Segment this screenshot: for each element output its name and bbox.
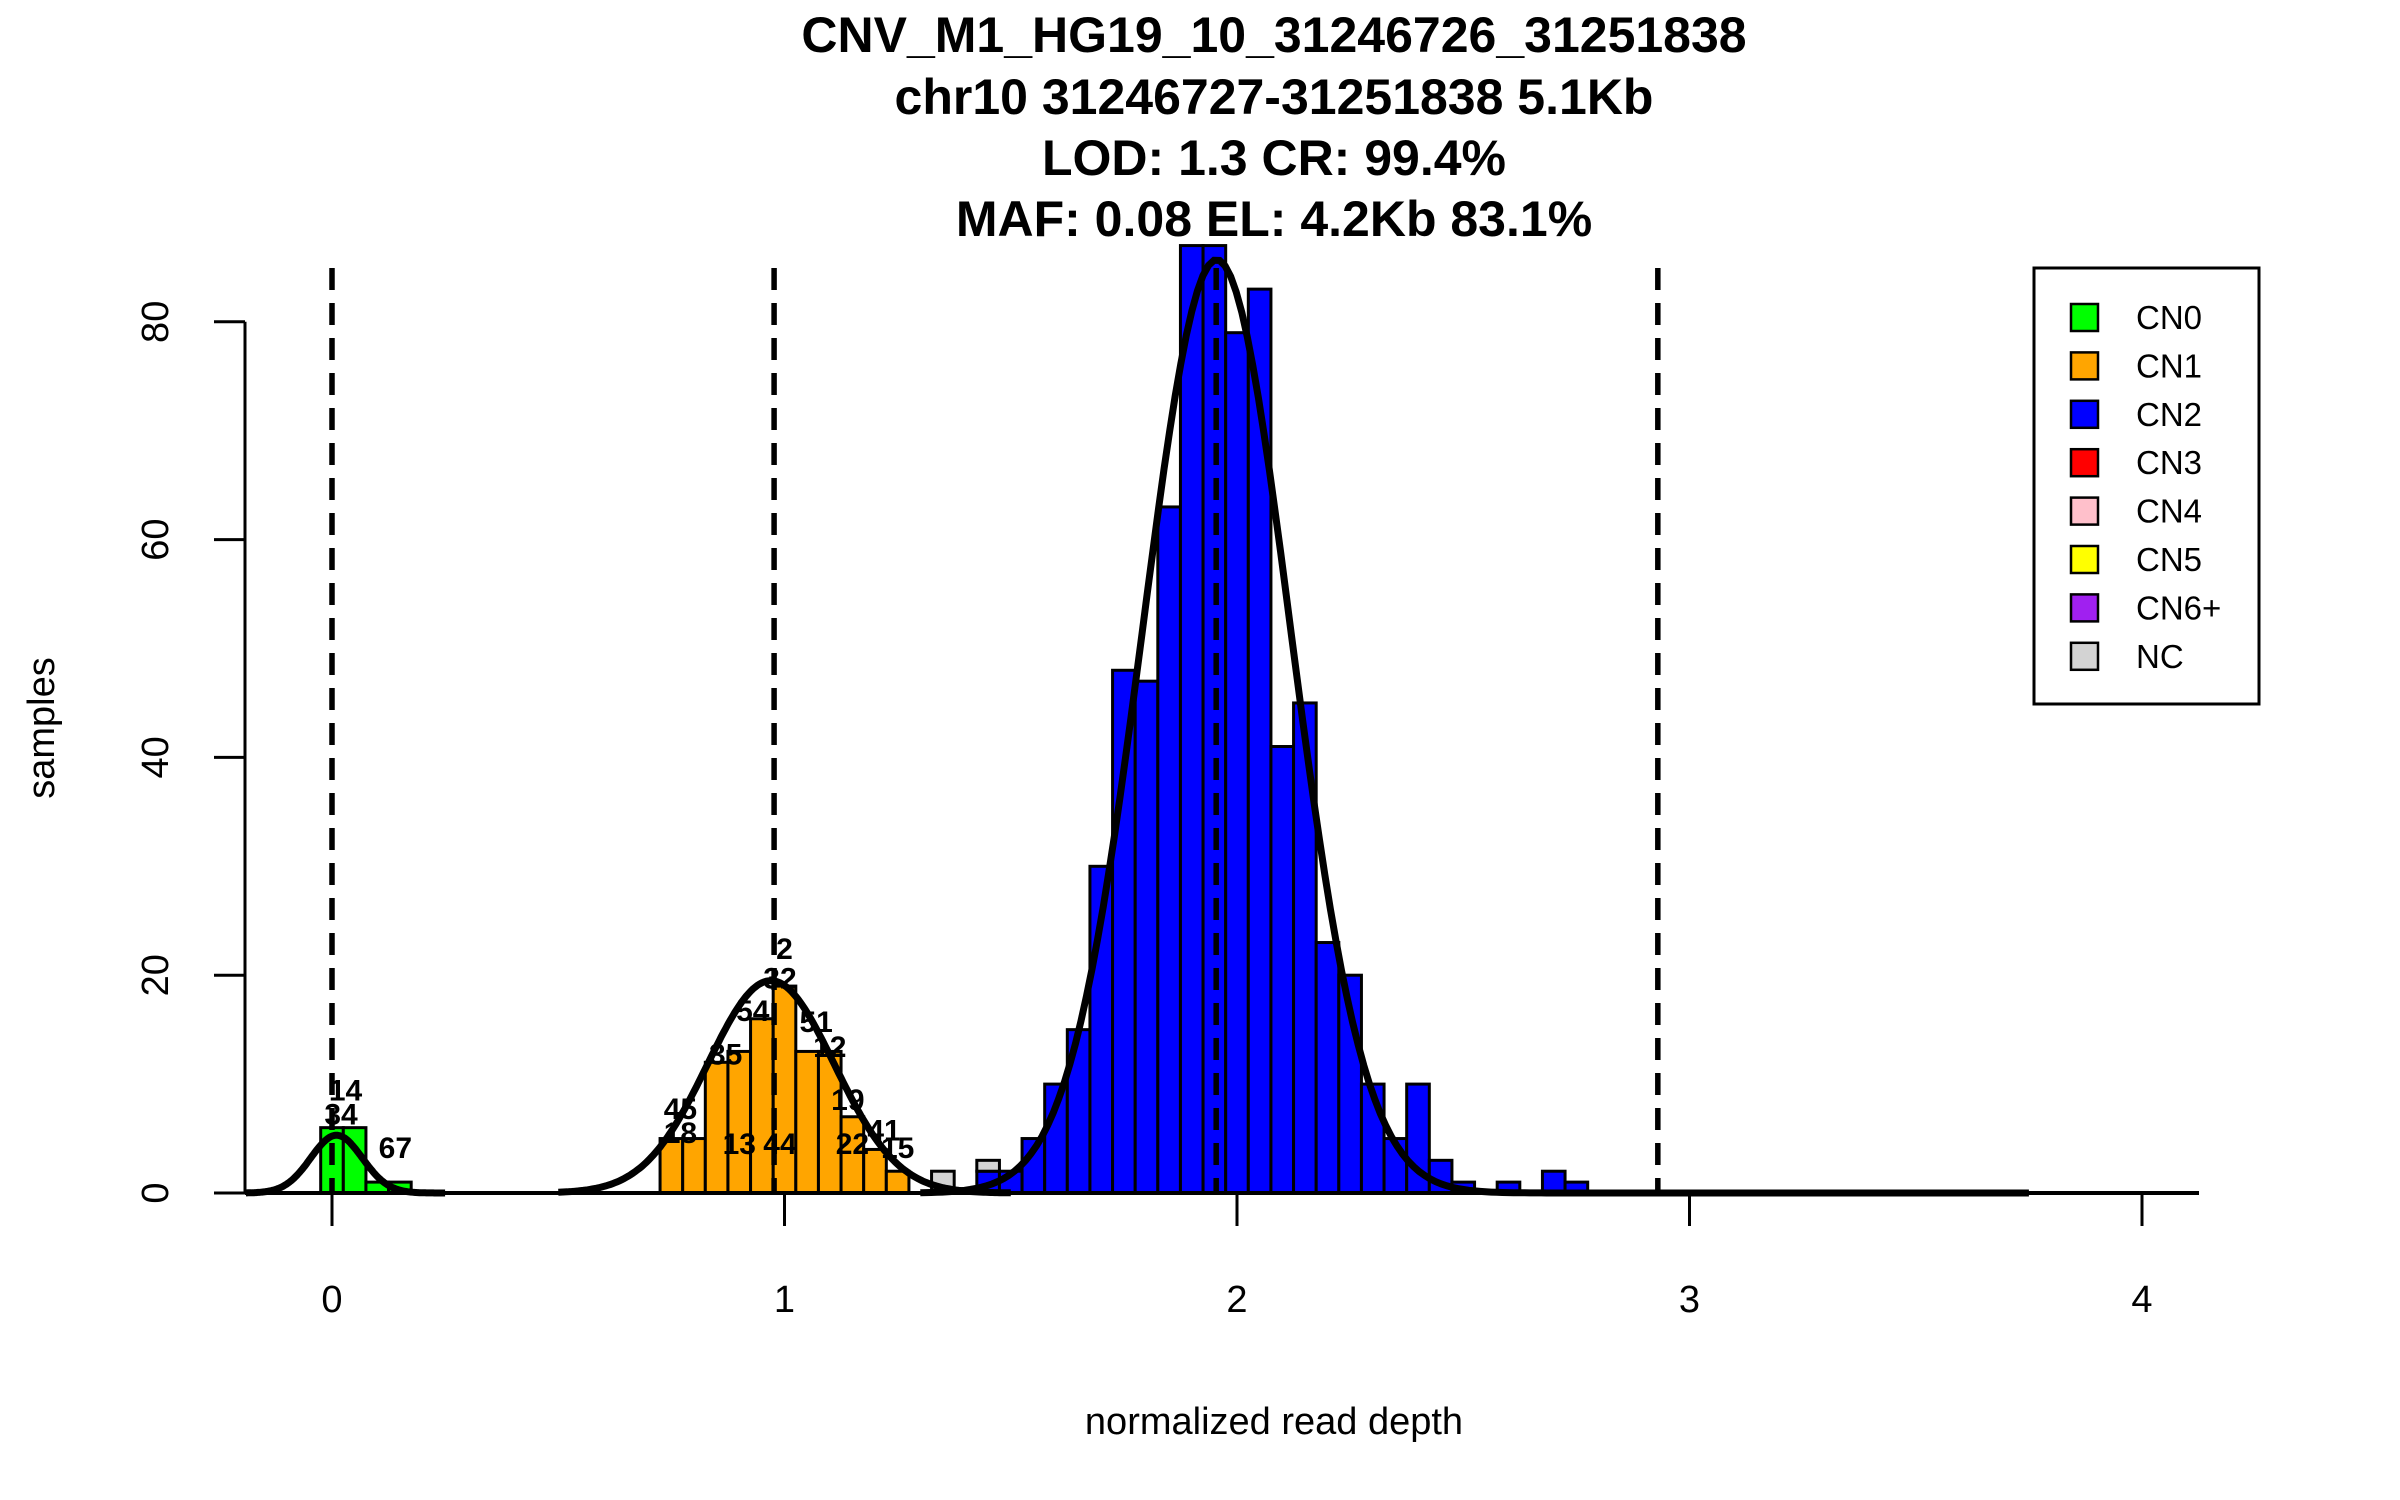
x-axis-label: normalized read depth xyxy=(1085,1401,1463,1443)
legend-label: CN2 xyxy=(2136,396,2202,433)
bar-cn1 xyxy=(726,1049,753,1195)
legend-label: NC xyxy=(2136,638,2184,675)
title-line-4: MAF: 0.08 EL: 4.2Kb 83.1% xyxy=(956,191,1592,247)
legend: CN0 CN1 CN2 CN3 CN4 CN5 CN6+ NC xyxy=(2032,266,2261,706)
bar-annotation: 41 xyxy=(867,1115,900,1148)
x-tick-label: 4 xyxy=(2131,1279,2152,1321)
legend-label: CN0 xyxy=(2136,299,2202,336)
bar-annotation: 14 xyxy=(329,1074,363,1107)
legend-swatch-cn0 xyxy=(2069,302,2100,333)
bar-cn2 xyxy=(1178,244,1205,1195)
bar-annotation: 32 xyxy=(763,962,796,995)
bar-cn2 xyxy=(1224,331,1250,1195)
bar-annotation: 19 xyxy=(831,1084,864,1117)
histogram-bars xyxy=(319,244,1590,1195)
bar-annotation: 15 xyxy=(881,1132,914,1165)
legend-swatch-cn1 xyxy=(2069,351,2100,381)
bar-annotation: 12 xyxy=(813,1031,846,1064)
legend-swatch-cn5 xyxy=(2069,544,2100,575)
bar-cn1 xyxy=(749,1017,775,1195)
legend-label: CN6+ xyxy=(2136,589,2221,626)
x-tick-label: 0 xyxy=(321,1279,342,1321)
y-tick-label: 60 xyxy=(135,518,177,560)
bar-annotation: 13 xyxy=(723,1128,756,1161)
density-curve-cn1 xyxy=(558,977,1011,1197)
bar-annotation: 22 xyxy=(836,1128,869,1161)
title-line-1: CNV_M1_HG19_10_31246726_31251838 xyxy=(801,7,1746,63)
bar-annotation: 67 xyxy=(379,1132,412,1165)
bar-cn2 xyxy=(1314,941,1341,1195)
bar-annotation: 44 xyxy=(763,1128,797,1161)
x-tick-label: 3 xyxy=(1679,1279,1700,1321)
bar-annotation: 51 xyxy=(799,1006,832,1039)
legend-label: CN1 xyxy=(2136,347,2202,384)
legend-box xyxy=(2032,266,2261,706)
bar-annotation: 34 xyxy=(324,1098,358,1131)
bar-cn1 xyxy=(794,1049,820,1195)
title-line-2: chr10 31246727-31251838 5.1Kb xyxy=(895,69,1654,125)
bar-cn2 xyxy=(1133,679,1160,1195)
y-tick-label: 40 xyxy=(135,736,177,778)
y-tick-label: 20 xyxy=(135,954,177,996)
y-tick-label: 0 xyxy=(135,1182,177,1203)
bar-annotation: 18 xyxy=(664,1117,697,1150)
legend-label: CN4 xyxy=(2136,493,2202,530)
x-tick-label: 1 xyxy=(774,1279,795,1321)
legend-label: CN3 xyxy=(2136,444,2202,481)
legend-swatch-cn2 xyxy=(2069,399,2100,430)
bar-nc xyxy=(975,1158,1001,1173)
chart-title: CNV_M1_HG19_10_31246726_31251838 chr10 3… xyxy=(801,7,1746,247)
legend-swatch-cn4 xyxy=(2069,496,2100,526)
legend-swatch-cn3 xyxy=(2069,447,2100,478)
bar-cn2 xyxy=(1269,745,1296,1195)
bar-annotation: 45 xyxy=(664,1093,697,1126)
x-tick-label: 2 xyxy=(1226,1279,1247,1321)
threshold-lines xyxy=(329,268,1661,1193)
title-line-3: LOD: 1.3 CR: 99.4% xyxy=(1042,130,1506,186)
bar-annotation: 35 xyxy=(709,1038,742,1071)
legend-swatch-cn6plus xyxy=(2069,593,2100,623)
y-tick-label: 80 xyxy=(135,301,177,343)
legend-label: CN5 xyxy=(2136,541,2202,578)
bar-annotation: 54 xyxy=(736,995,770,1028)
bar-annotation: 2 xyxy=(776,933,793,966)
bar-cn2 xyxy=(1156,505,1182,1195)
legend-swatch-nc xyxy=(2069,641,2100,672)
y-axis-label: samples xyxy=(21,657,63,799)
